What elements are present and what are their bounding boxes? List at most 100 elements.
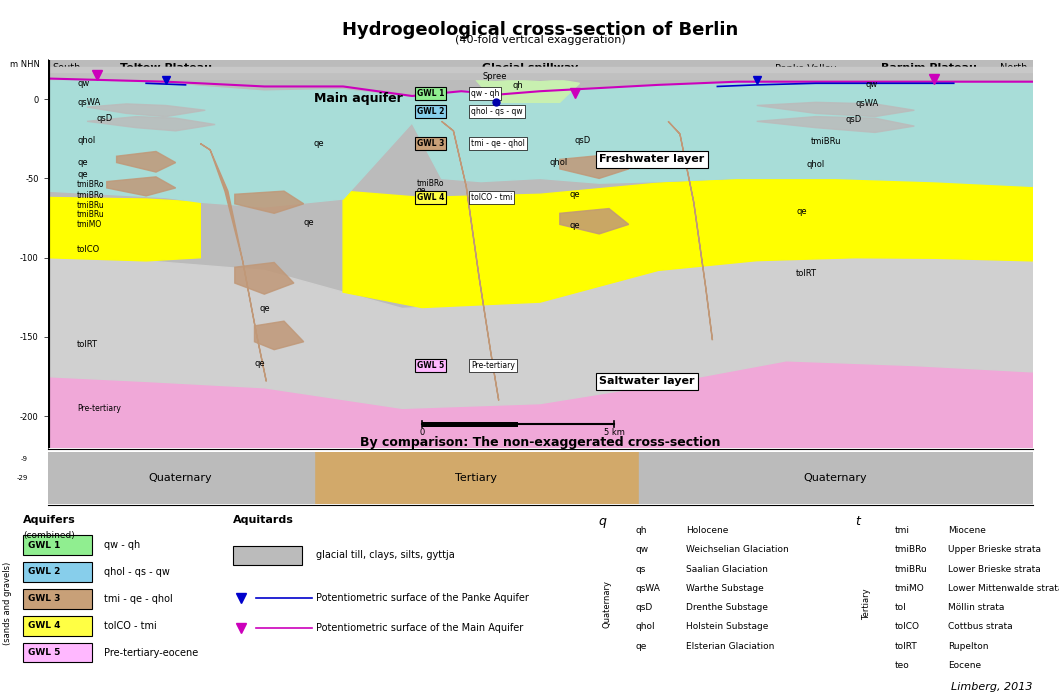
Polygon shape bbox=[442, 121, 499, 400]
Polygon shape bbox=[48, 258, 1033, 408]
Text: GWL 4: GWL 4 bbox=[28, 622, 60, 631]
Text: Saltwater layer: Saltwater layer bbox=[599, 377, 695, 386]
Polygon shape bbox=[757, 117, 914, 132]
Text: Holocene: Holocene bbox=[686, 526, 729, 535]
Text: Möllin strata: Möllin strata bbox=[948, 603, 1004, 612]
Text: qe: qe bbox=[259, 304, 270, 313]
Polygon shape bbox=[87, 117, 215, 131]
Text: qsD: qsD bbox=[845, 116, 862, 125]
Text: Pre-tertiary: Pre-tertiary bbox=[77, 404, 121, 413]
Text: qhol - qs - qw: qhol - qs - qw bbox=[104, 567, 169, 577]
Text: tolRT: tolRT bbox=[895, 642, 917, 650]
Text: qw: qw bbox=[635, 545, 648, 554]
Text: (combined): (combined) bbox=[23, 531, 75, 540]
Text: Barnim Plateau: Barnim Plateau bbox=[881, 63, 977, 73]
Text: qs: qs bbox=[635, 565, 646, 573]
Text: GWL 5: GWL 5 bbox=[417, 361, 444, 370]
Text: tmi: tmi bbox=[895, 526, 910, 535]
Polygon shape bbox=[48, 197, 200, 261]
Text: m NHN: m NHN bbox=[10, 60, 40, 69]
Text: South: South bbox=[53, 63, 80, 73]
Polygon shape bbox=[421, 422, 518, 426]
Text: qe: qe bbox=[313, 139, 324, 148]
Text: tmiMO: tmiMO bbox=[895, 584, 925, 593]
Text: Glacial spillway: Glacial spillway bbox=[482, 63, 578, 73]
FancyBboxPatch shape bbox=[23, 616, 92, 636]
Polygon shape bbox=[48, 452, 313, 504]
Text: Quaternary: Quaternary bbox=[603, 580, 611, 628]
Text: GWL 1: GWL 1 bbox=[417, 89, 445, 98]
Text: qe: qe bbox=[570, 190, 580, 199]
Polygon shape bbox=[254, 321, 304, 350]
Polygon shape bbox=[107, 177, 176, 196]
Polygon shape bbox=[343, 175, 1033, 307]
Text: qe: qe bbox=[635, 642, 647, 650]
Title: By comparison: The non-exaggerated cross-section: By comparison: The non-exaggerated cross… bbox=[360, 436, 720, 449]
Text: qe: qe bbox=[77, 158, 88, 167]
Text: tolCO - tmi: tolCO - tmi bbox=[104, 621, 157, 631]
Polygon shape bbox=[560, 155, 629, 178]
Text: Teltow Plateau: Teltow Plateau bbox=[120, 63, 212, 73]
Text: q: q bbox=[598, 515, 606, 528]
Text: Lower Brieske strata: Lower Brieske strata bbox=[948, 565, 1041, 573]
Text: qw - qh: qw - qh bbox=[471, 89, 500, 98]
Text: qe: qe bbox=[77, 170, 88, 179]
Text: Drenthe Substage: Drenthe Substage bbox=[686, 603, 768, 612]
Text: qhol: qhol bbox=[550, 158, 569, 167]
Polygon shape bbox=[48, 452, 1033, 504]
Text: -29: -29 bbox=[17, 475, 28, 481]
Text: Lower Mittenwalde strata: Lower Mittenwalde strata bbox=[948, 584, 1059, 593]
Text: -9: -9 bbox=[21, 456, 28, 463]
Polygon shape bbox=[757, 102, 914, 117]
Polygon shape bbox=[639, 452, 1033, 504]
Polygon shape bbox=[668, 121, 713, 340]
Text: GWL 2: GWL 2 bbox=[417, 107, 445, 116]
Polygon shape bbox=[48, 67, 1033, 72]
Text: tmiBRo: tmiBRo bbox=[77, 181, 105, 189]
Polygon shape bbox=[48, 60, 1033, 448]
Text: Main aquifer: Main aquifer bbox=[313, 92, 402, 105]
Text: Elsterian Glaciation: Elsterian Glaciation bbox=[686, 642, 774, 650]
Text: qsD: qsD bbox=[635, 603, 652, 612]
FancyBboxPatch shape bbox=[23, 562, 92, 582]
Text: Panke Valley: Panke Valley bbox=[775, 64, 837, 74]
Text: GWL 1: GWL 1 bbox=[28, 540, 60, 550]
Text: Quaternary: Quaternary bbox=[804, 473, 867, 483]
Text: tmi - qe - qhol: tmi - qe - qhol bbox=[471, 139, 525, 148]
Text: North: North bbox=[1001, 63, 1027, 73]
Text: Cottbus strata: Cottbus strata bbox=[948, 622, 1012, 631]
Polygon shape bbox=[560, 209, 629, 234]
Text: (40-fold vertical exaggeration): (40-fold vertical exaggeration) bbox=[454, 35, 626, 45]
Text: qh: qh bbox=[635, 526, 647, 535]
Text: Weichselian Glaciation: Weichselian Glaciation bbox=[686, 545, 789, 554]
Text: tmiBRo: tmiBRo bbox=[77, 190, 105, 199]
Text: GWL 4: GWL 4 bbox=[417, 193, 445, 202]
Text: Pre-tertiary-eocene: Pre-tertiary-eocene bbox=[104, 648, 198, 658]
Text: tmiBRo: tmiBRo bbox=[417, 178, 445, 188]
Text: tolCO: tolCO bbox=[895, 622, 920, 631]
Text: qsWA: qsWA bbox=[635, 584, 660, 593]
FancyBboxPatch shape bbox=[23, 536, 92, 554]
Text: tmi - qe - qhol: tmi - qe - qhol bbox=[104, 594, 173, 604]
Text: qe: qe bbox=[304, 218, 315, 228]
Text: qe: qe bbox=[570, 221, 580, 230]
Text: GWL 5: GWL 5 bbox=[28, 648, 60, 657]
Text: tmiBRu: tmiBRu bbox=[811, 137, 842, 146]
Text: qw: qw bbox=[865, 80, 877, 89]
Polygon shape bbox=[235, 262, 294, 294]
Text: 5 km: 5 km bbox=[604, 428, 625, 438]
Text: tmiBRu: tmiBRu bbox=[77, 211, 105, 219]
Text: qsWA: qsWA bbox=[77, 98, 101, 107]
Text: tmiBRu: tmiBRu bbox=[895, 565, 928, 573]
Text: 0: 0 bbox=[419, 428, 425, 438]
Text: GWL 2: GWL 2 bbox=[28, 568, 60, 577]
Text: Potentiometric surface of the Main Aquifer: Potentiometric surface of the Main Aquif… bbox=[316, 623, 523, 633]
Polygon shape bbox=[48, 80, 1033, 207]
Text: qhol - qs - qw: qhol - qs - qw bbox=[471, 107, 523, 116]
Text: GWL 3: GWL 3 bbox=[28, 594, 60, 603]
FancyBboxPatch shape bbox=[23, 643, 92, 662]
Text: Eocene: Eocene bbox=[948, 661, 981, 670]
Text: (sands and gravels): (sands and gravels) bbox=[3, 562, 12, 645]
Text: t: t bbox=[856, 515, 861, 528]
Text: Quaternary: Quaternary bbox=[149, 473, 213, 483]
